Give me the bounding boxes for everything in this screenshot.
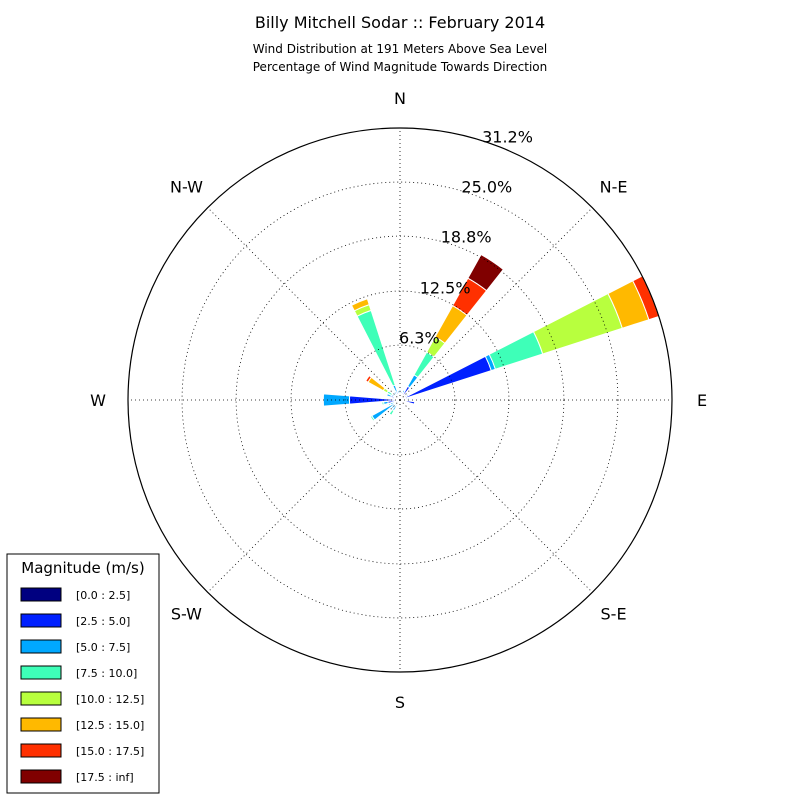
legend: Magnitude (m/s) [0.0 : 2.5] [2.5 : 5.0] [5.…	[6, 553, 160, 794]
grid-ring-0	[344, 344, 456, 456]
chart-subtitle-line-1: Wind Distribution at 191 Meters Above Se…	[253, 42, 548, 56]
grid-ring-3	[181, 181, 619, 619]
sector-348.75-bin-2	[396, 389, 400, 394]
sector-33.75-bin-3	[413, 351, 435, 379]
grid-spoke-S-E	[399, 399, 593, 593]
radial-tick-label: 18.8%	[441, 228, 492, 247]
direction-label-S: S	[395, 693, 405, 712]
legend-title: Magnitude (m/s)	[21, 559, 144, 577]
grid-spoke-N-E	[399, 207, 593, 401]
sector-337.5-bin-3	[356, 309, 396, 387]
legend-label-3: [7.5 : 10.0]	[76, 667, 137, 680]
direction-label-S-W: S-W	[171, 605, 202, 624]
legend-label-0: [0.0 : 2.5]	[76, 589, 130, 602]
legend-swatch-7	[20, 769, 62, 784]
legend-swatch-3	[20, 665, 62, 680]
legend-swatch-6	[20, 743, 62, 758]
grid-spoke-N-W	[207, 207, 401, 401]
radial-tick-label: 6.3%	[399, 328, 440, 347]
polar-grid	[127, 127, 673, 673]
legend-swatch-1	[20, 613, 62, 628]
outer-circle	[127, 127, 673, 673]
direction-label-E: E	[697, 391, 707, 410]
legend-swatch-0	[20, 587, 62, 602]
radial-tick-label: 12.5%	[420, 278, 471, 297]
radial-tick-label: 31.2%	[482, 128, 533, 147]
grid-spoke-S-W	[207, 399, 401, 593]
direction-label-W: W	[90, 391, 106, 410]
sector-78.75-bin-2	[406, 396, 411, 400]
direction-label-N: N	[394, 89, 406, 108]
sector-101.25-bin-1	[403, 399, 416, 405]
direction-labels: N N-E E S-E S S-W W N-W	[90, 89, 707, 712]
grid-ring-2	[235, 235, 565, 565]
sector-270-bin-2	[322, 393, 351, 407]
sector-67.5-bin-4	[532, 292, 623, 355]
direction-label-S-E: S-E	[601, 605, 627, 624]
sector-337.5-bin-5	[350, 298, 370, 312]
sector-236.25-bin-3	[369, 415, 376, 422]
radial-tick-label: 25.0%	[461, 178, 512, 197]
legend-label-7: [17.5 : inf]	[76, 771, 134, 784]
sector-213.75-bin-3	[388, 408, 395, 416]
chart-title: Billy Mitchell Sodar :: February 2014	[255, 13, 545, 32]
legend-swatch-2	[20, 639, 62, 654]
legend-label-6: [15.0 : 17.5]	[76, 745, 144, 758]
legend-label-4: [10.0 : 12.5]	[76, 693, 144, 706]
legend-swatch-5	[20, 717, 62, 732]
sector-303.75-bin-5	[367, 376, 386, 392]
radial-tick-labels: 6.3% 12.5% 18.8% 25.0% 31.2%	[399, 128, 533, 348]
sector-33.75-bin-7	[467, 253, 505, 292]
legend-label-2: [5.0 : 7.5]	[76, 641, 130, 654]
legend-label-5: [12.5 : 15.0]	[76, 719, 144, 732]
legend-swatch-4	[20, 691, 62, 706]
legend-label-1: [2.5 : 5.0]	[76, 615, 130, 628]
direction-label-N-E: N-E	[600, 177, 628, 196]
sector-303.75-bin-6	[365, 374, 372, 383]
wind-sectors	[322, 253, 660, 422]
sector-258.75-bin-3	[381, 401, 385, 406]
direction-label-N-W: N-W	[170, 177, 203, 196]
chart-subtitle-line-2: Percentage of Wind Magnitude Towards Dir…	[253, 60, 547, 74]
